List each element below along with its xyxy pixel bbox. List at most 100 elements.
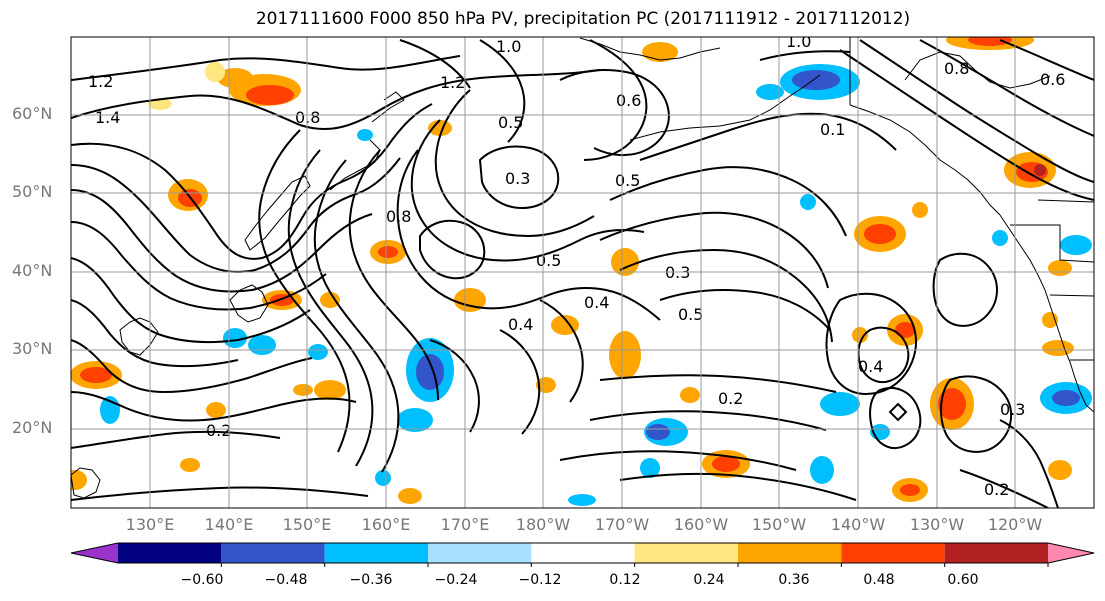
precip-anomaly-area bbox=[992, 230, 1008, 246]
lon-label-150w: 150°W bbox=[751, 515, 807, 534]
map-frame bbox=[70, 36, 1095, 509]
precip-anomaly-area bbox=[71, 470, 87, 490]
colorbar-segment bbox=[841, 543, 945, 563]
precip-anomaly-area bbox=[320, 292, 340, 308]
colorbar-frame bbox=[70, 542, 1095, 564]
precip-anomaly-area bbox=[205, 62, 225, 82]
lon-label-150e: 150°E bbox=[282, 515, 332, 534]
coastline bbox=[71, 37, 1094, 499]
colorbar-segment bbox=[118, 543, 222, 563]
colorbar-segment bbox=[944, 543, 1048, 563]
contour-label: 0.6 bbox=[1040, 70, 1065, 89]
precip-anomaly-area bbox=[398, 488, 422, 504]
colorbar-tick-label: 0.24 bbox=[693, 572, 725, 588]
precip-anomaly-area bbox=[642, 42, 678, 62]
contour-label: 1.2 bbox=[88, 72, 113, 91]
contour-label: 0.5 bbox=[498, 113, 523, 132]
contour-label: 0.4 bbox=[858, 357, 883, 376]
precip-anomaly-area bbox=[800, 194, 816, 210]
lat-label-50n: 50°N bbox=[12, 182, 53, 201]
precip-anomaly-area bbox=[611, 248, 639, 276]
lon-label-170e: 170°E bbox=[440, 515, 490, 534]
lat-label-40n: 40°N bbox=[12, 261, 53, 280]
colorbar-segment bbox=[634, 543, 738, 563]
contour-label: 1.2 bbox=[440, 73, 465, 92]
contour-label: 0.2 bbox=[984, 480, 1009, 499]
precip-anomaly-area bbox=[820, 392, 860, 416]
lat-label-30n: 30°N bbox=[12, 339, 53, 358]
contour-labels: 1.0 1.0 1.2 1.2 1.4 0.8 0.8 0.6 0.5 0.5 … bbox=[88, 32, 1065, 499]
lon-label-130e: 130°E bbox=[125, 515, 175, 534]
precip-anomaly-area bbox=[357, 129, 373, 141]
precip-anomaly-area bbox=[1034, 164, 1046, 176]
precip-anomaly-area bbox=[314, 380, 346, 400]
precip-anomaly-area bbox=[792, 70, 840, 90]
lon-label-170w: 170°W bbox=[594, 515, 650, 534]
precip-anomaly-area bbox=[568, 494, 596, 506]
colorbar-tick-label: −0.48 bbox=[264, 572, 308, 588]
precip-anomaly-area bbox=[1060, 235, 1092, 255]
precip-anomaly-area bbox=[454, 288, 486, 312]
precip-anomaly-area bbox=[1048, 460, 1072, 480]
colorbar-tick-label: 0.60 bbox=[947, 572, 979, 588]
colorbar-segment bbox=[531, 543, 635, 563]
precip-anomaly-area bbox=[428, 120, 452, 136]
contour-label: 1.0 bbox=[786, 32, 811, 51]
precip-anomaly-area bbox=[1048, 260, 1072, 276]
colorbar bbox=[70, 542, 1095, 567]
colorbar-tick-label: −0.24 bbox=[434, 572, 478, 588]
precip-anomaly-area bbox=[248, 335, 276, 355]
contour-label: 0.3 bbox=[505, 169, 530, 188]
precip-anomaly-area bbox=[680, 387, 700, 403]
contour-label: 0.6 bbox=[616, 91, 641, 110]
precip-anomaly-area bbox=[864, 224, 896, 244]
precip-anomaly-area bbox=[206, 402, 226, 418]
contour-label: 0.1 bbox=[820, 120, 845, 139]
lon-label-160w: 160°W bbox=[673, 515, 729, 534]
lon-label-160e: 160°E bbox=[361, 515, 411, 534]
precip-anomaly-area bbox=[756, 84, 784, 100]
precip-anomaly-area bbox=[397, 408, 433, 432]
colorbar-tick-label: 0.12 bbox=[609, 572, 641, 588]
contour-label: 0.2 bbox=[206, 421, 231, 440]
colorbar-segment bbox=[1048, 543, 1094, 563]
precip-anomaly-area bbox=[246, 85, 294, 105]
contour-label: 0.5 bbox=[615, 171, 640, 190]
precip-anomaly-area bbox=[1042, 340, 1074, 356]
contour-label: 0.3 bbox=[1000, 400, 1025, 419]
colorbar-tick-label: −0.60 bbox=[180, 572, 224, 588]
precip-anomaly-area bbox=[852, 327, 868, 343]
colorbar-tick-label: 0.36 bbox=[778, 572, 810, 588]
precip-anomaly-area bbox=[1052, 390, 1080, 406]
colorbar-segment bbox=[221, 543, 325, 563]
precip-anomaly-area bbox=[938, 388, 966, 420]
precip-anomaly-area bbox=[712, 456, 740, 472]
colorbar-tick-label: −0.12 bbox=[518, 572, 562, 588]
lat-label-60n: 60°N bbox=[12, 104, 53, 123]
contour-label: 0.5 bbox=[678, 305, 703, 324]
colorbar-segment bbox=[428, 543, 532, 563]
colorbar-segment bbox=[738, 543, 842, 563]
precip-anomaly-area bbox=[308, 344, 328, 360]
contour-label: 0.8 bbox=[944, 59, 969, 78]
precip-anomaly-area bbox=[180, 458, 200, 472]
precip-anomaly-area bbox=[912, 202, 928, 218]
contour-label: 0.5 bbox=[536, 251, 561, 270]
precip-anomaly-area bbox=[900, 484, 920, 496]
lon-label-140w: 140°W bbox=[830, 515, 886, 534]
precip-anomaly-area bbox=[217, 68, 253, 88]
contour-label: 0.2 bbox=[718, 389, 743, 408]
lat-label-20n: 20°N bbox=[12, 418, 53, 437]
lon-label-180w: 180°W bbox=[515, 515, 571, 534]
precip-anomaly-area bbox=[80, 367, 112, 383]
precip-anomaly-area bbox=[375, 470, 391, 486]
colorbar-segment bbox=[324, 543, 428, 563]
precip-anomaly-area bbox=[609, 331, 641, 379]
precip-anomaly-area bbox=[416, 354, 444, 390]
contour-label: 0.4 bbox=[584, 293, 609, 312]
precip-anomaly-area bbox=[378, 246, 398, 258]
precip-anomaly-area bbox=[293, 384, 313, 396]
precip-anomaly-area bbox=[1042, 312, 1058, 328]
contour-label: 1.4 bbox=[95, 108, 120, 127]
